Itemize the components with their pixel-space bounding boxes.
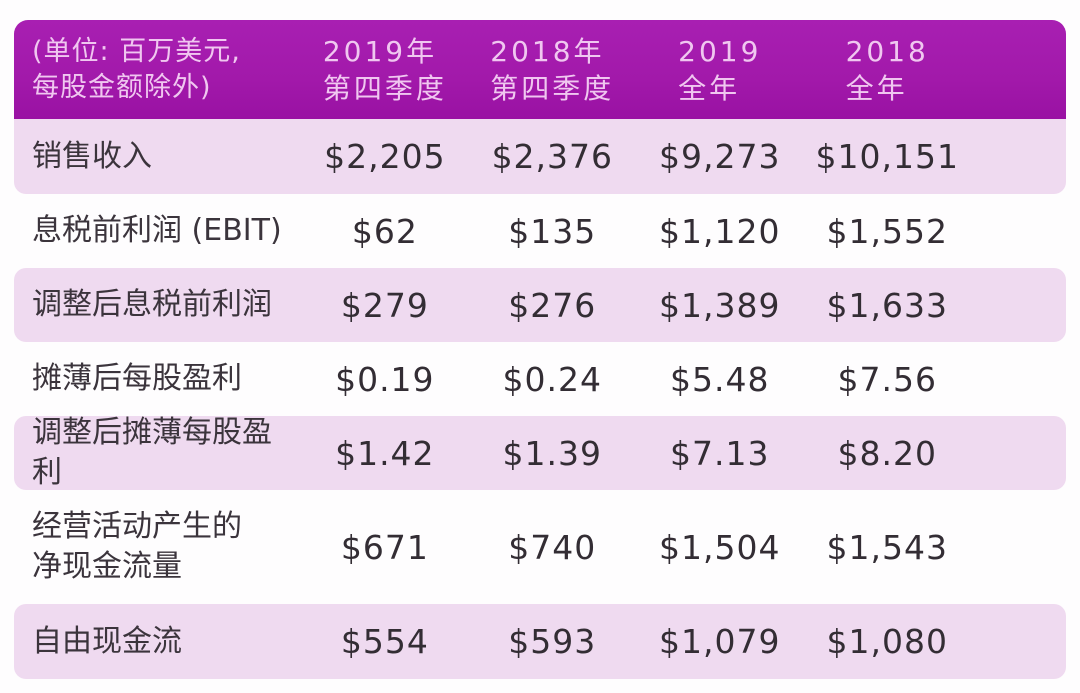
column-header-2019-q4: 2019年 第四季度 <box>301 33 468 107</box>
cell-value: $5.48 <box>670 359 770 399</box>
cell-value: $2,205 <box>324 137 446 176</box>
financial-results-table: (单位: 百万美元, 每股金额除外) 2019年 第四季度 2018年 第四季度… <box>14 20 1066 679</box>
table-row-ebit: 息税前利润 (EBIT) $62 $135 $1,120 $1,552 <box>14 194 1066 268</box>
row-label: 自由现金流 <box>32 623 182 659</box>
cell-value: $0.24 <box>502 359 603 399</box>
table-row-adjusted-diluted-eps: 调整后摊薄每股盈利 $1.42 $1.39 $7.13 $8.20 <box>14 415 1066 490</box>
cell-value: $8.20 <box>837 433 937 473</box>
cell-value: $1,633 <box>826 285 948 325</box>
table-row-operating-cash-flow: 经营活动产生的 净现金流量 $671 $740 $1,504 $1,543 <box>14 490 1066 604</box>
column-header-label: 2019 全年 <box>678 34 762 105</box>
cell-value: $1,552 <box>826 211 948 251</box>
column-header-label: 2018 全年 <box>845 34 929 105</box>
cell-value: $279 <box>340 285 429 325</box>
row-label: 调整后息税前利润 <box>32 287 272 322</box>
table-row-adjusted-ebit: 调整后息税前利润 $279 $276 $1,389 $1,633 <box>14 268 1066 342</box>
cell-value: $671 <box>340 527 429 567</box>
cell-value: $7.56 <box>837 359 937 399</box>
cell-value: $1.39 <box>502 433 603 473</box>
table-row-sales-revenue: 销售收入 $2,205 $2,376 $9,273 $10,151 <box>14 119 1066 194</box>
row-label: 调整后摊薄每股盈利 <box>32 415 272 490</box>
column-header-2019-fy: 2019 全年 <box>636 33 803 107</box>
cell-value: $1,080 <box>826 622 948 661</box>
cell-value: $554 <box>340 622 429 661</box>
cell-value: $1,504 <box>659 527 781 567</box>
cell-value: $1,543 <box>826 527 948 567</box>
column-header-2018-fy: 2018 全年 <box>804 33 971 107</box>
cell-value: $740 <box>508 527 597 567</box>
column-header-label: 2019年 第四季度 <box>322 34 447 105</box>
row-label: 摊薄后每股盈利 <box>32 361 242 396</box>
unit-note: (单位: 百万美元, 每股金额除外) <box>32 35 241 103</box>
cell-value: $1,120 <box>659 211 781 251</box>
table-row-free-cash-flow: 自由现金流 $554 $593 $1,079 $1,080 <box>14 604 1066 679</box>
cell-value: $1,389 <box>659 285 781 325</box>
table-header-row: (单位: 百万美元, 每股金额除外) 2019年 第四季度 2018年 第四季度… <box>14 20 1066 119</box>
column-header-2018-q4: 2018年 第四季度 <box>469 33 636 107</box>
column-header-label: 2018年 第四季度 <box>490 34 615 105</box>
row-label: 销售收入 <box>32 138 152 174</box>
row-label: 经营活动产生的 净现金流量 <box>32 509 242 584</box>
cell-value: $276 <box>508 285 597 325</box>
cell-value: $62 <box>351 211 418 251</box>
cell-value: $1,079 <box>659 622 781 661</box>
cell-value: $1.42 <box>335 433 435 473</box>
cell-value: $10,151 <box>815 137 959 176</box>
cell-value: $7.13 <box>670 433 770 473</box>
row-label: 息税前利润 (EBIT) <box>32 213 282 248</box>
cell-value: $2,376 <box>491 137 614 176</box>
cell-value: $9,273 <box>659 137 781 176</box>
cell-value: $135 <box>508 211 597 251</box>
table-row-diluted-eps: 摊薄后每股盈利 $0.19 $0.24 $5.48 $7.56 <box>14 342 1066 416</box>
cell-value: $0.19 <box>335 359 435 399</box>
cell-value: $593 <box>508 622 597 661</box>
